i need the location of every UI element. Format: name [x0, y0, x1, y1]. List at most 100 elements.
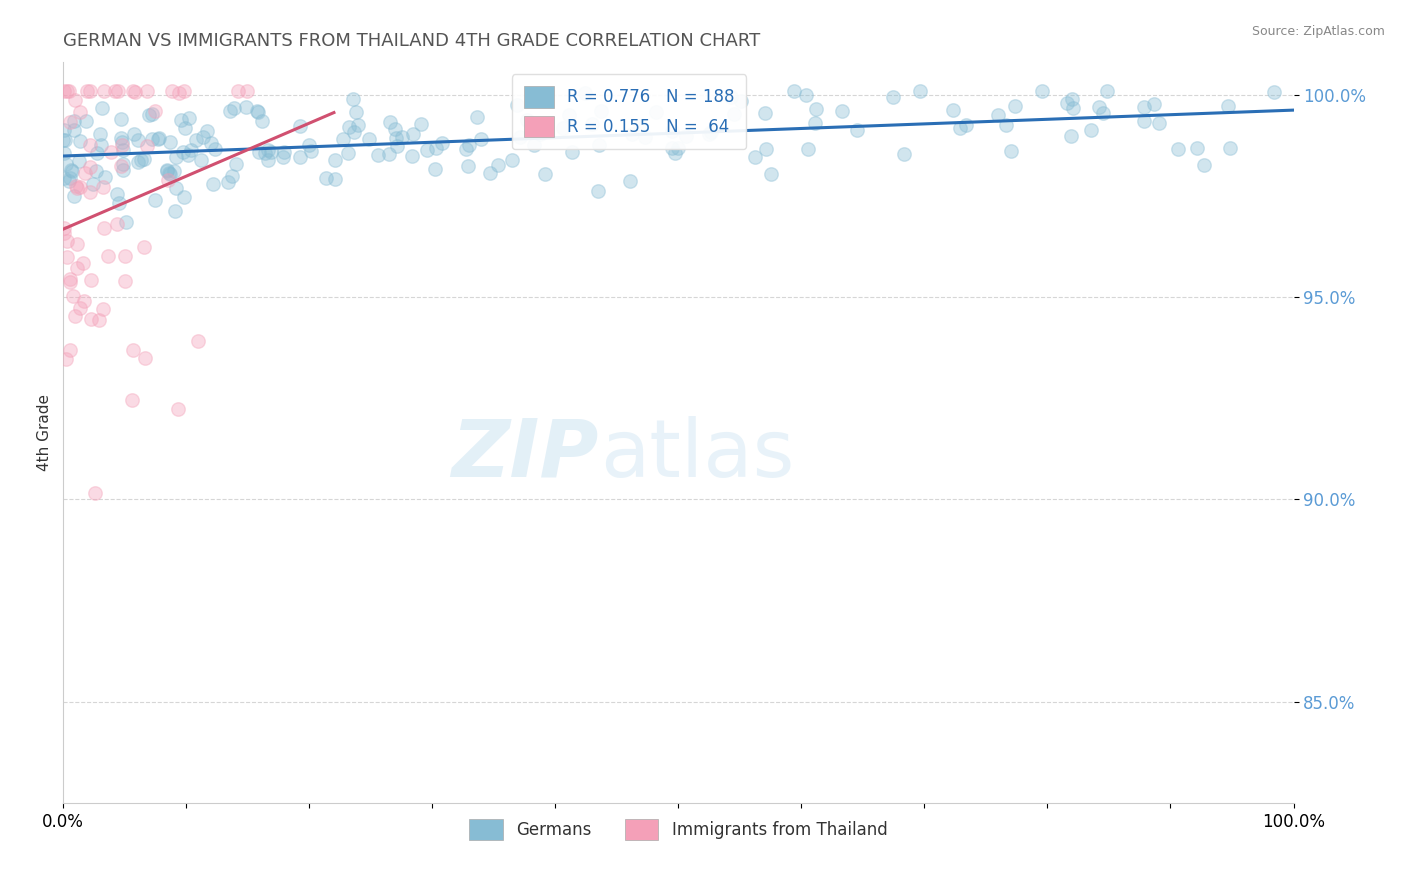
Point — [501, 153, 523, 167]
Point — [159, 167, 181, 181]
Point — [141, 107, 163, 121]
Point — [910, 84, 932, 98]
Point — [628, 119, 651, 133]
Point — [401, 149, 423, 163]
Point — [506, 98, 529, 112]
Point — [169, 86, 191, 100]
Point — [163, 164, 186, 178]
Point — [69, 301, 91, 315]
Point — [79, 161, 101, 175]
Point — [76, 84, 98, 98]
Point — [454, 142, 477, 156]
Point — [675, 129, 697, 144]
Point — [1091, 106, 1114, 120]
Point — [107, 195, 129, 210]
Point — [299, 145, 322, 159]
Point — [1004, 99, 1026, 113]
Point — [378, 114, 401, 128]
Point — [225, 157, 247, 171]
Point — [107, 84, 129, 98]
Point — [53, 170, 76, 185]
Point — [59, 170, 82, 185]
Point — [260, 145, 283, 160]
Point — [744, 150, 766, 164]
Point — [236, 84, 259, 98]
Point — [226, 84, 249, 98]
Point — [111, 135, 134, 149]
Point — [59, 272, 82, 286]
Point — [172, 145, 194, 160]
Point — [173, 190, 195, 204]
Point — [323, 153, 346, 167]
Point — [60, 163, 83, 178]
Point — [246, 104, 269, 119]
Point — [336, 146, 359, 161]
Point — [664, 146, 686, 161]
Point — [148, 131, 170, 145]
Point — [84, 163, 107, 178]
Point — [634, 129, 657, 144]
Point — [80, 311, 103, 326]
Point — [644, 104, 666, 119]
Point — [143, 194, 166, 208]
Point — [157, 172, 180, 186]
Point — [425, 161, 447, 176]
Point — [148, 132, 170, 146]
Point — [91, 302, 114, 317]
Point — [621, 127, 644, 141]
Point — [83, 486, 105, 500]
Point — [58, 174, 80, 188]
Point — [257, 153, 280, 167]
Point — [79, 84, 101, 98]
Point — [59, 115, 82, 129]
Point — [155, 163, 177, 178]
Point — [200, 136, 222, 150]
Point — [134, 351, 156, 365]
Point — [1147, 116, 1170, 130]
Point — [457, 159, 479, 173]
Point — [132, 153, 155, 167]
Point — [65, 179, 87, 194]
Point — [465, 111, 488, 125]
Point — [425, 141, 447, 155]
Point — [247, 145, 270, 160]
Point — [1167, 142, 1189, 156]
Point — [666, 141, 689, 155]
Point — [224, 101, 246, 115]
Point — [86, 145, 108, 160]
Point — [402, 128, 425, 142]
Point — [160, 84, 183, 98]
Text: GERMAN VS IMMIGRANTS FROM THAILAND 4TH GRADE CORRELATION CHART: GERMAN VS IMMIGRANTS FROM THAILAND 4TH G… — [63, 32, 761, 50]
Point — [1132, 113, 1154, 128]
Point — [187, 334, 209, 348]
Point — [1187, 141, 1209, 155]
Point — [479, 166, 502, 180]
Point — [831, 103, 853, 118]
Point — [949, 120, 972, 135]
Point — [105, 217, 128, 231]
Point — [1216, 99, 1239, 113]
Point — [93, 220, 115, 235]
Point — [129, 153, 152, 167]
Point — [53, 145, 76, 160]
Point — [1095, 84, 1118, 98]
Legend: Germans, Immigrants from Thailand: Germans, Immigrants from Thailand — [463, 813, 894, 847]
Point — [114, 249, 136, 263]
Point — [297, 137, 319, 152]
Point — [72, 256, 94, 270]
Y-axis label: 4th Grade: 4th Grade — [37, 394, 52, 471]
Point — [63, 123, 86, 137]
Point — [87, 312, 110, 326]
Point — [1192, 158, 1215, 172]
Point — [157, 166, 180, 180]
Point — [343, 125, 366, 139]
Point — [80, 273, 103, 287]
Point — [67, 153, 90, 168]
Point — [661, 123, 683, 137]
Point — [523, 137, 546, 152]
Point — [52, 123, 75, 137]
Point — [63, 310, 86, 324]
Point — [170, 113, 193, 128]
Point — [89, 127, 111, 141]
Point — [1088, 100, 1111, 114]
